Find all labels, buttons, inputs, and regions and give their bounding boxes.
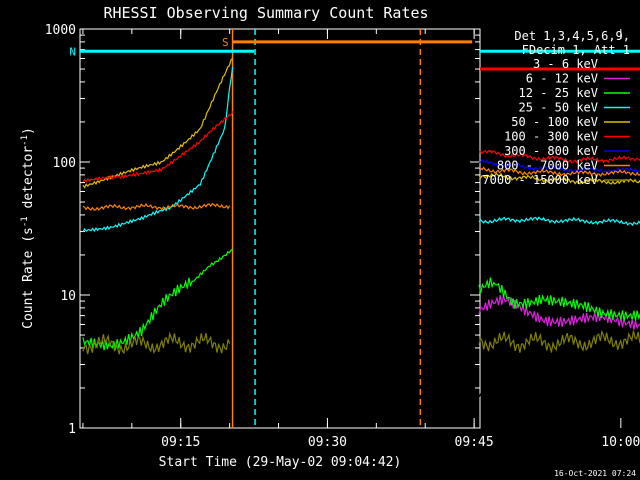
x-tick-label: 09:15 bbox=[161, 435, 200, 450]
y-tick-labels: 1 10 100 1000 bbox=[45, 23, 76, 437]
flag-label: N bbox=[69, 45, 76, 58]
legend-entry: 25 - 50 keV bbox=[519, 101, 598, 115]
series-line bbox=[478, 216, 640, 227]
legend-entry: 50 - 100 keV bbox=[511, 115, 598, 129]
series-line bbox=[82, 66, 234, 233]
flag-label: S bbox=[222, 36, 229, 49]
y-tick-label: 1000 bbox=[45, 23, 76, 38]
x-tick-label: 09:45 bbox=[455, 435, 494, 450]
series-line bbox=[478, 294, 640, 330]
chart-title: RHESSI Observing Summary Count Rates bbox=[103, 4, 428, 22]
legend-header: Det 1,3,4,5,6,9, bbox=[514, 29, 630, 43]
legend-entry: 100 - 300 keV bbox=[504, 130, 598, 144]
legend-entry: 300 - 800 keV bbox=[504, 144, 598, 158]
x-axis-label: Start Time (29-May-02 09:04:42) bbox=[159, 455, 402, 470]
legend-entry: 12 - 25 keV bbox=[519, 86, 598, 100]
legend-entry: 6 - 12 keV bbox=[526, 72, 598, 86]
legend: Det 1,3,4,5,6,9,FDecim 1, Att 13 - 6 keV… bbox=[482, 29, 630, 187]
x-tick-label: 09:30 bbox=[308, 435, 347, 450]
series-line bbox=[478, 378, 640, 408]
y-tick-label: 10 bbox=[60, 289, 76, 304]
legend-entry: 7000 - 15000 keV bbox=[482, 173, 598, 187]
y-tick-label: 100 bbox=[53, 156, 76, 171]
series-line bbox=[478, 172, 640, 185]
legend-header: FDecim 1, Att 1 bbox=[522, 43, 630, 57]
x-tick-label: 10:00 bbox=[601, 435, 640, 450]
series-line bbox=[82, 248, 233, 351]
series-line bbox=[82, 331, 231, 355]
series-line bbox=[82, 111, 234, 184]
y-tick-label: 1 bbox=[68, 422, 76, 437]
series-line bbox=[478, 149, 640, 164]
y-axis-label: Count Rate (s-1 detector-1) bbox=[20, 127, 36, 329]
timestamp: 16-Oct-2021 07:24 bbox=[554, 469, 636, 478]
series-line bbox=[478, 166, 640, 178]
plot-frame bbox=[79, 28, 481, 429]
series-line bbox=[82, 202, 231, 211]
series-line bbox=[82, 58, 233, 189]
legend-entry: 800 - 7000 keV bbox=[497, 159, 598, 173]
series-line bbox=[478, 277, 640, 321]
legend-entry: 3 - 6 keV bbox=[533, 57, 598, 71]
plot-area: SNF bbox=[69, 28, 640, 429]
series-line bbox=[478, 158, 640, 175]
series-line bbox=[478, 329, 640, 353]
